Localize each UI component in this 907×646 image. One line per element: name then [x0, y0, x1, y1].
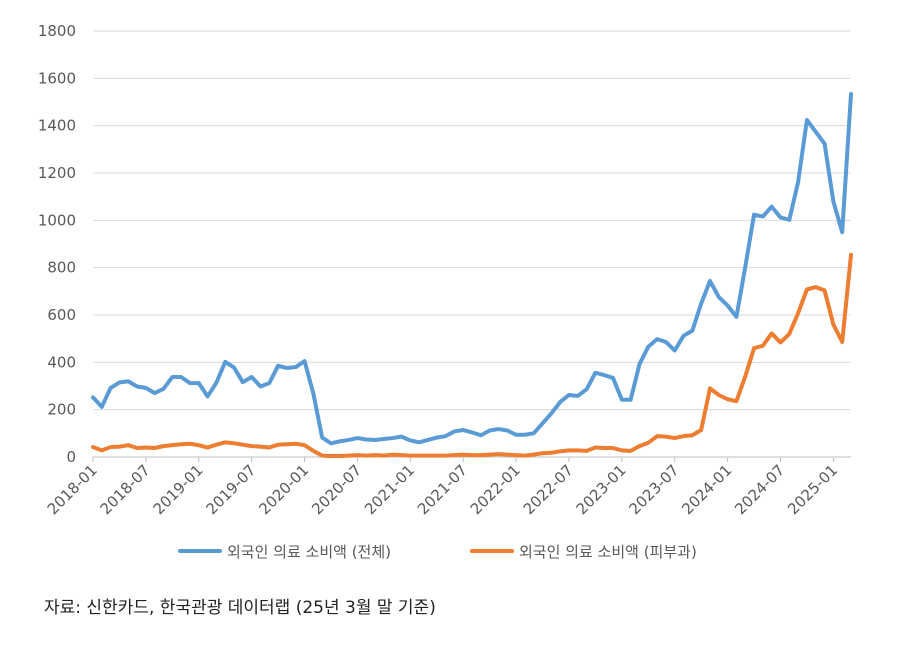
gridlines	[93, 30, 851, 411]
y-tick-label: 200	[47, 401, 76, 419]
x-tick-label: 2022-01	[467, 461, 524, 518]
y-tick-label: 800	[47, 259, 76, 277]
x-tick-label: 2023-07	[625, 461, 682, 518]
source-note: 자료: 신한카드, 한국관광 데이터랩 (25년 3월 말 기준)	[44, 598, 436, 618]
y-tick-label: 600	[47, 306, 76, 324]
series-line-1	[91, 91, 853, 446]
y-tick-label: 1200	[38, 164, 76, 182]
y-tick-label: 0	[66, 448, 76, 466]
line-chart: 0 200 400 600 800 1000 1200 1400 1600 1800 2018-01…	[38, 22, 853, 561]
y-tick-label: 400	[47, 353, 76, 371]
x-tick-label: 2021-07	[414, 461, 471, 518]
x-tick-label: 2020-01	[255, 461, 312, 518]
x-tick-label: 2020-07	[308, 461, 365, 518]
x-tick-label: 2024-07	[731, 461, 788, 518]
x-tick-label: 2025-01	[784, 461, 841, 518]
axes: 0 200 400 600 800 1000 1200 1400 1600 1800 2018-01…	[38, 22, 851, 518]
legend-label-1: 외국인 의료 소비액 (전체)	[227, 543, 391, 561]
series-lines	[91, 91, 853, 459]
y-tick-label: 1600	[38, 69, 76, 87]
x-tick-label: 2021-01	[361, 461, 418, 518]
x-tick-label: 2018-07	[97, 461, 154, 518]
y-tick-label: 1000	[38, 211, 76, 229]
x-tick-label: 2022-07	[520, 461, 577, 518]
legend-label-2: 외국인 의료 소비액 (피부과)	[519, 543, 697, 561]
y-tick-label: 1800	[38, 22, 76, 40]
x-tick-label: 2018-01	[44, 461, 101, 518]
x-tick-label: 2019-07	[202, 461, 259, 518]
x-tick-label: 2023-01	[573, 461, 630, 518]
x-tick-label: 2024-01	[678, 461, 735, 518]
y-tick-label: 1400	[38, 117, 76, 135]
series-line-2	[91, 252, 853, 459]
x-tick-label: 2019-01	[150, 461, 207, 518]
legend: 외국인 의료 소비액 (전체) 외국인 의료 소비액 (피부과)	[178, 543, 697, 561]
